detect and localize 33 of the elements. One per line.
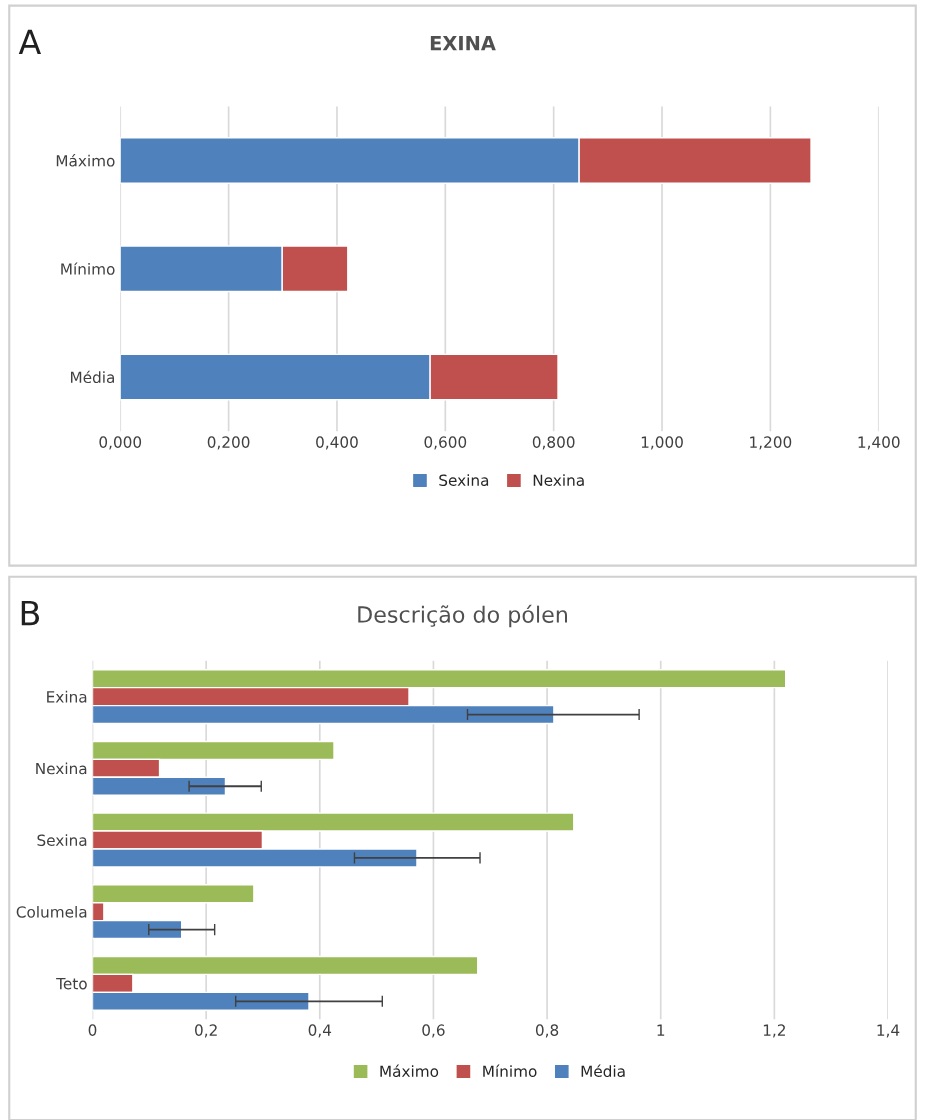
x-tick-label: 0,6 [422,1024,445,1038]
chart-title: Descrição do pólen [358,604,567,628]
y-tick-label: Máximo [56,154,115,167]
y-tick-label: Média [71,370,114,384]
x-tick-label: 1 [657,1024,665,1036]
text: A [18,29,42,54]
y-tick-label: Sexina [37,834,87,847]
x-tick-label: 0 [88,1024,97,1036]
y-tick-label: Teto [56,978,87,990]
y-tick-label: Columela [16,905,87,918]
x-tick-label: 1,000 [641,436,683,450]
text: B [21,600,40,626]
x-tick-label: 0,800 [532,436,575,450]
x-tick-label: 0,600 [424,436,467,450]
x-tick-label: 0,4 [308,1024,332,1038]
legend-label: Sexina [439,474,489,487]
x-tick-label: 1,200 [750,436,792,450]
x-tick-label: 0,2 [195,1024,217,1038]
x-tick-label: 1,4 [877,1024,900,1038]
y-tick-label: Exina [47,690,87,703]
chart-title: EXINA [430,35,496,51]
x-tick-label: 0,400 [316,436,358,450]
legend-label: Média [581,1064,625,1078]
x-tick-label: 0,200 [207,436,250,450]
legend-label: Máximo [380,1064,439,1078]
x-tick-label: 1,2 [763,1024,785,1038]
x-tick-label: 0,8 [535,1024,559,1038]
x-tick-label: 0,000 [99,436,142,450]
y-tick-label: Mínimo [61,262,115,275]
y-tick-label: Nexina [36,762,87,775]
legend-label: Mínimo [483,1064,537,1078]
legend-label: Nexina [533,474,584,487]
x-tick-label: 1,400 [858,436,900,450]
